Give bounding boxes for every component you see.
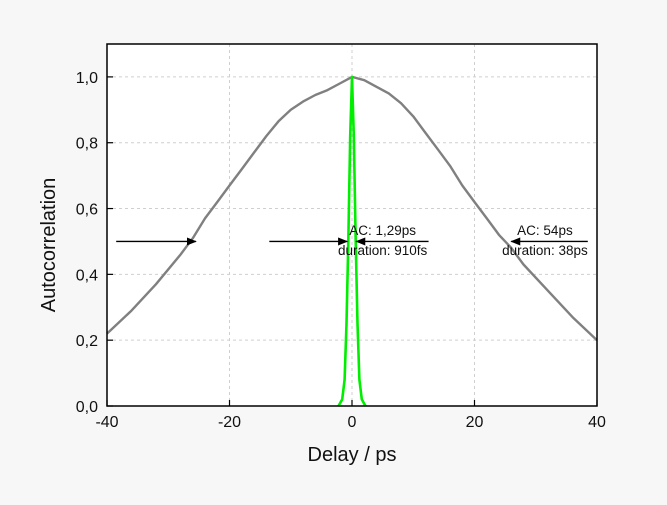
annotations: AC: 1,29ps duration: 910fs AC: 54ps duratio… [338, 223, 588, 258]
y-tick-label: 0,4 [76, 267, 98, 284]
y-tick-label: 1,0 [76, 70, 98, 87]
y-tick-label: 0,2 [76, 333, 98, 350]
x-tick-label: 0 [348, 414, 357, 431]
series-line-2 [337, 75, 367, 407]
annotation-text: duration: 910fs [338, 243, 428, 258]
y-tick-label: 0,8 [76, 136, 98, 153]
x-axis-title: Delay / ps [308, 444, 397, 466]
annotation-text: duration: 38ps [502, 243, 588, 258]
x-tick-label: -20 [218, 414, 241, 431]
y-tick-label: 0,6 [76, 202, 98, 219]
annotation-text: AC: 1,29ps [349, 223, 416, 238]
x-tick-label: 20 [466, 414, 484, 431]
y-axis-title: Autocorrelation [38, 178, 60, 313]
series-group [106, 75, 598, 407]
y-tick-label: 0,0 [76, 399, 98, 416]
ticks: -40 -20 0 20 40 0,0 0,2 0,4 0,6 0,8 1,0 [76, 70, 606, 431]
annotation-text: AC: 54ps [517, 223, 573, 238]
x-tick-label: -40 [95, 414, 118, 431]
x-tick-label: 40 [588, 414, 606, 431]
